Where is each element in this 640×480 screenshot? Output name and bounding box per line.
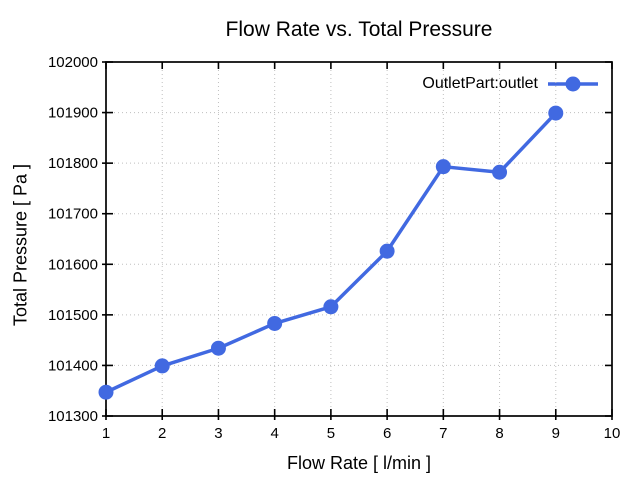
y-tick-label: 101700 xyxy=(48,206,98,223)
data-point xyxy=(154,358,170,374)
data-point xyxy=(323,299,339,315)
chart-title: Flow Rate vs. Total Pressure xyxy=(225,18,493,41)
plot-border xyxy=(105,61,613,417)
x-tick-label: 10 xyxy=(604,425,621,442)
legend-series-label: OutletPart:outlet xyxy=(422,75,538,92)
x-tick-label: 6 xyxy=(383,425,391,442)
legend-line-sample xyxy=(548,76,598,91)
y-tick-label: 101900 xyxy=(48,105,98,122)
x-tick-label: 8 xyxy=(495,425,503,442)
x-tick-label: 9 xyxy=(552,425,560,442)
data-point xyxy=(267,315,283,331)
x-tick-label: 5 xyxy=(327,425,335,442)
x-axis-label: Flow Rate [ l/min ] xyxy=(286,453,432,473)
y-tick-label: 101500 xyxy=(48,307,98,324)
y-tick-label: 101400 xyxy=(48,357,98,374)
x-tick-label: 1 xyxy=(102,425,110,442)
x-tick-label: 4 xyxy=(270,425,278,442)
data-point xyxy=(492,164,508,180)
data-point xyxy=(379,243,395,259)
data-point xyxy=(210,340,226,356)
legend: OutletPart:outlet xyxy=(106,73,599,94)
y-tick-label: 101300 xyxy=(48,408,98,425)
data-point xyxy=(548,105,564,121)
x-tick-label: 2 xyxy=(158,425,166,442)
y-tick-label: 102000 xyxy=(48,54,98,71)
x-tick-label: 3 xyxy=(214,425,222,442)
data-point xyxy=(435,159,451,175)
legend-sample-marker-icon xyxy=(565,76,581,91)
y-tick-label: 101600 xyxy=(48,256,98,273)
y-tick-label: 101800 xyxy=(48,155,98,172)
data-point xyxy=(98,384,114,400)
x-tick-label: 7 xyxy=(439,425,447,442)
